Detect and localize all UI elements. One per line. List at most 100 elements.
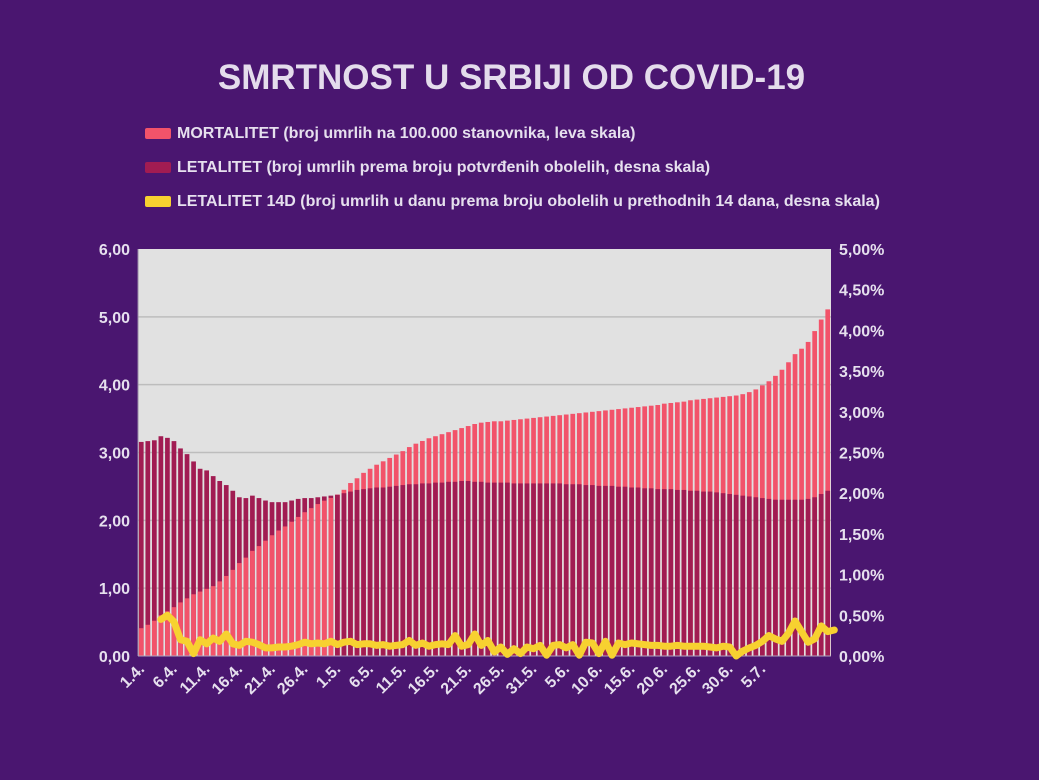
letalitet-bar: [707, 491, 713, 656]
mortalitet-bar: [210, 586, 216, 656]
letalitet-bar: [335, 494, 340, 656]
letalitet-bar: [701, 491, 706, 656]
letalitet-bar: [616, 486, 621, 656]
mortalitet-bar: [145, 624, 151, 656]
letalitet-bar: [642, 488, 648, 656]
mortalitet-bar: [223, 575, 229, 656]
y-right-tick-label: 2,00%: [839, 486, 884, 503]
letalitet-bar: [596, 485, 602, 656]
letalitet-bar: [550, 483, 556, 656]
letalitet-bar: [740, 495, 746, 656]
mortalitet-bar: [250, 550, 255, 656]
y-right-tick-label: 0,00%: [839, 649, 884, 666]
letalitet-bar: [661, 489, 667, 656]
letalitet-bar: [406, 484, 412, 656]
letalitet-bar: [413, 484, 419, 656]
letalitet-bar: [583, 485, 589, 656]
y-left-tick-label: 6,00: [99, 242, 130, 259]
letalitet-bar: [544, 483, 549, 656]
letalitet-14d-line: [157, 611, 838, 660]
x-tick-label: 26.5.: [470, 661, 507, 698]
y-left-tick-label: 4,00: [99, 378, 130, 395]
letalitet-bar: [531, 483, 536, 656]
legend-swatch-mortalitet: [145, 128, 171, 139]
mortalitet-bar: [818, 319, 824, 656]
legend-swatch-letalitet-14d: [145, 196, 171, 207]
letalitet-bar: [361, 489, 366, 656]
mortalitet-bar: [825, 309, 831, 656]
mortalitet-bar: [178, 602, 183, 656]
x-tick-label: 1.5.: [313, 661, 344, 692]
letalitet-bar: [590, 485, 595, 656]
x-tick-label: 6.4.: [150, 661, 181, 692]
letalitet-bar: [505, 482, 510, 656]
legend-label-mortalitet: MORTALITET (broj umrlih na 100.000 stano…: [177, 125, 636, 142]
mortalitet-bar: [217, 581, 223, 656]
y-right-tick-label: 5,00%: [839, 242, 884, 259]
letalitet-bar: [433, 482, 438, 656]
letalitet-bar: [452, 481, 458, 656]
letalitet-bar: [223, 485, 229, 656]
letalitet-bar: [792, 499, 798, 656]
y-left-tick-label: 0,00: [99, 649, 130, 666]
letalitet-bar: [518, 483, 523, 656]
x-tick-label: 11.5.: [373, 661, 410, 698]
letalitet-bar: [171, 441, 177, 656]
mortalitet-bar: [289, 521, 294, 656]
legend-item-letalitet-14d: LETALITET 14D (broj umrlih u danu prema …: [145, 192, 885, 212]
y-right-tick-label: 1,00%: [839, 568, 884, 585]
mortalitet-bar: [812, 331, 818, 656]
chart-legend: MORTALITET (broj umrlih na 100.000 stano…: [145, 124, 885, 226]
mortalitet-bar: [282, 526, 288, 656]
letalitet-bar: [681, 489, 687, 656]
letalitet-bar: [675, 489, 680, 656]
mortalitet-bar: [328, 497, 334, 656]
letalitet-bar: [197, 468, 203, 656]
letalitet-bar: [557, 483, 563, 656]
letalitet-bar: [217, 480, 223, 656]
chart-title: SMRTNOST U SRBIJI OD COVID-19: [217, 58, 806, 97]
y-left-tick-label: 3,00: [99, 446, 130, 463]
mortalitet-bar: [138, 628, 144, 656]
letalitet-bar: [753, 497, 759, 656]
letalitet-bar: [668, 489, 674, 656]
letalitet-bar: [439, 482, 445, 656]
x-tick-label: 30.6.: [699, 661, 736, 698]
letalitet-bar: [714, 492, 719, 656]
mortalitet-bar: [315, 504, 321, 656]
letalitet-bar: [825, 490, 831, 656]
letalitet-bar: [426, 483, 432, 656]
letalitet-bar: [818, 494, 824, 656]
x-tick-label: 16.4.: [209, 661, 246, 698]
letalitet-bar: [485, 482, 491, 656]
letalitet-bar: [191, 461, 196, 656]
x-tick-label: 5.7.: [738, 661, 769, 692]
letalitet-bar: [491, 482, 497, 656]
y-right-tick-label: 3,50%: [839, 364, 884, 381]
letalitet-bar: [779, 499, 785, 656]
letalitet-bar: [498, 482, 504, 656]
letalitet-bar: [629, 487, 634, 656]
letalitet-bar: [760, 498, 765, 656]
mortalitet-bar: [295, 516, 301, 656]
y-right-tick-label: 2,50%: [839, 446, 884, 463]
x-tick-label: 21.5.: [438, 661, 475, 698]
mortalitet-bar: [230, 569, 236, 656]
letalitet-bar: [511, 483, 517, 656]
x-tick-label: 16.5.: [405, 661, 442, 698]
mortalitet-bar: [321, 500, 327, 656]
y-left-tick-label: 5,00: [99, 310, 130, 327]
letalitet-bar: [694, 490, 700, 656]
letalitet-bar: [374, 487, 379, 656]
letalitet-bar: [459, 480, 464, 656]
letalitet-bar: [341, 493, 347, 656]
legend-label-letalitet: LETALITET (broj umrlih prema broju potvr…: [177, 159, 711, 176]
x-tick-label: 11.4.: [177, 661, 214, 698]
y-left-tick-label: 1,00: [99, 581, 130, 598]
letalitet-bar: [165, 437, 170, 656]
letalitet-bar: [472, 481, 478, 656]
mortalitet-bar: [184, 598, 190, 656]
letalitet-bar: [720, 493, 726, 656]
letalitet-bar: [446, 481, 451, 656]
